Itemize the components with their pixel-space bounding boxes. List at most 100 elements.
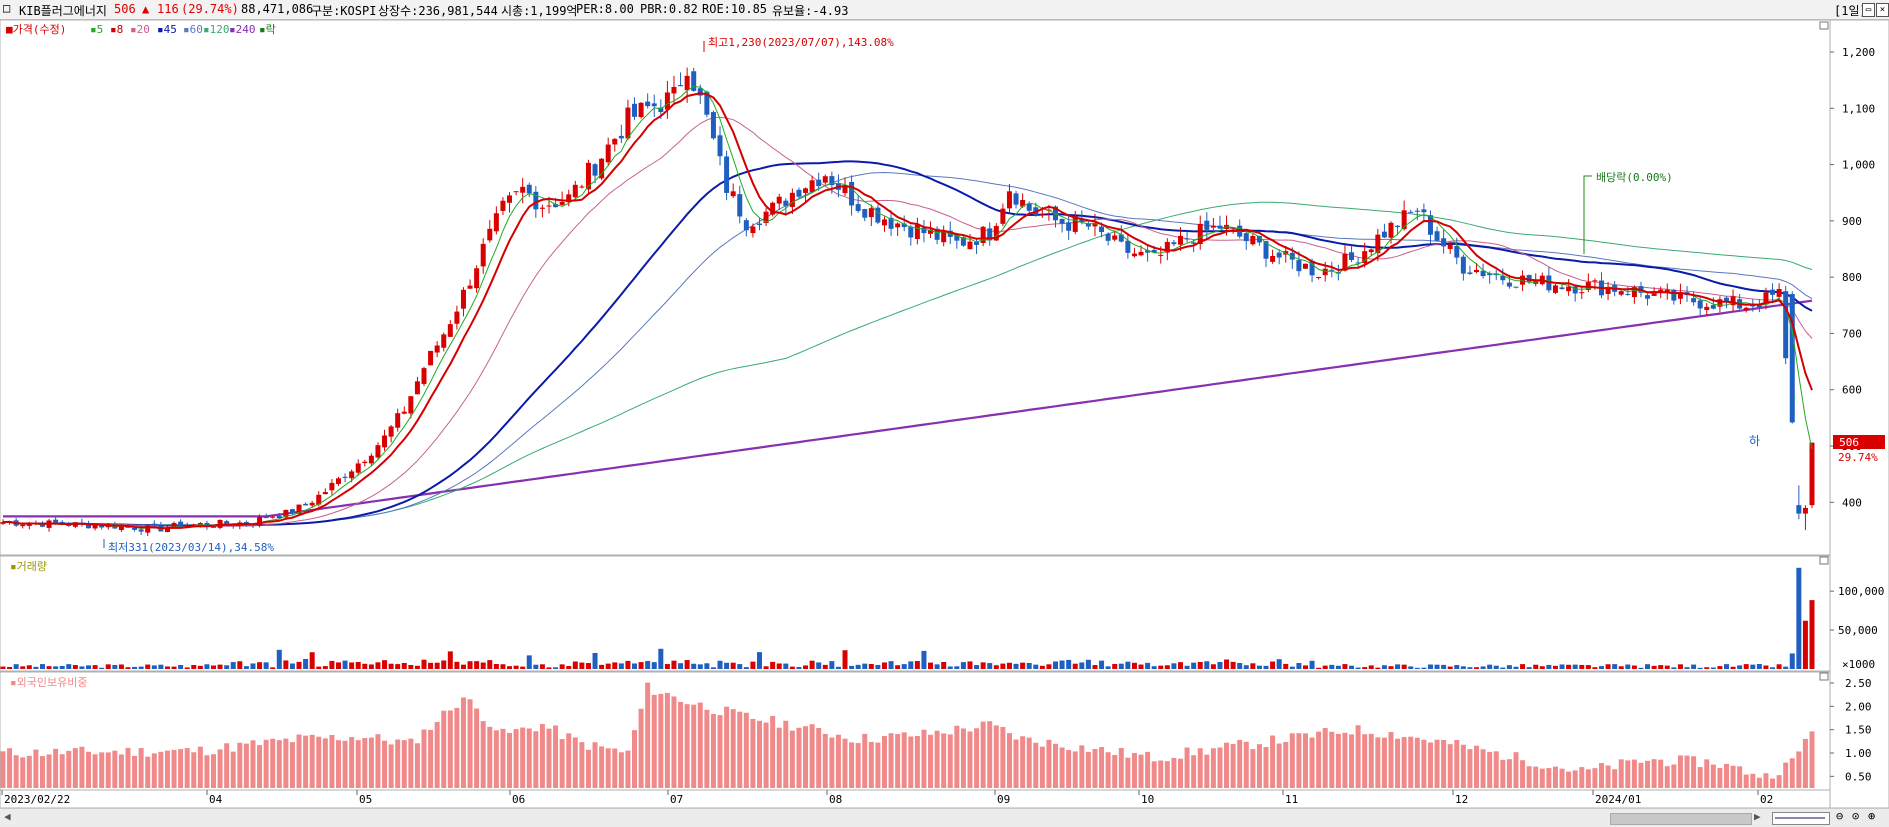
- foreign-ratio-bar: [1033, 742, 1039, 788]
- scroll-left-icon[interactable]: ◀: [4, 810, 11, 823]
- candle-body: [1276, 252, 1282, 258]
- volume-bar: [928, 662, 934, 669]
- foreign-ratio-bar: [1612, 769, 1618, 788]
- volume-bar: [1467, 667, 1473, 669]
- scroll-right-icon[interactable]: ▶: [1754, 810, 1761, 823]
- candle-body: [585, 162, 591, 190]
- foreign-ratio-bar: [803, 726, 809, 788]
- candle-body: [1112, 235, 1118, 240]
- foreign-ratio-bar: [1079, 745, 1085, 788]
- volume-bar: [1763, 665, 1769, 669]
- candle-body: [1677, 292, 1683, 299]
- candle-body: [1395, 225, 1401, 228]
- foreign-ratio-bar: [39, 756, 45, 788]
- candle-body: [309, 502, 315, 506]
- foreign-ratio-bar: [1723, 763, 1729, 788]
- candle-body: [1421, 209, 1427, 213]
- price-tick-label: 1,200: [1842, 46, 1875, 59]
- horizontal-scrollbar[interactable]: ◀ ▶ ⊖ ⊙ ⊕: [0, 808, 1889, 827]
- zoom-in-icon[interactable]: ⊕: [1868, 809, 1876, 823]
- legend-item: ▪60: [183, 23, 203, 36]
- candle-body: [1579, 292, 1585, 294]
- zoom-out-icon[interactable]: ⊖: [1836, 809, 1844, 823]
- volume-bar: [1460, 666, 1466, 669]
- candle-body: [276, 515, 282, 519]
- foreign-ratio-bar: [1796, 751, 1802, 788]
- foreign-ratio-bar: [921, 729, 927, 788]
- foreign-ratio-bar: [434, 722, 440, 788]
- volume-bar: [1710, 667, 1716, 669]
- volume-bar: [1487, 664, 1493, 669]
- volume-bar: [125, 667, 131, 669]
- volume-bar: [474, 661, 480, 669]
- foreign-ratio-bar: [1460, 744, 1466, 788]
- foreign-ratio-bar: [1270, 735, 1276, 788]
- candle-body: [881, 219, 887, 226]
- volume-bar: [1329, 664, 1335, 669]
- foreign-ratio-bar: [895, 734, 901, 788]
- date-tick-label: 05: [359, 793, 372, 806]
- volume-bar: [1092, 665, 1098, 669]
- candle-body: [296, 504, 302, 514]
- volume-bar: [658, 648, 664, 669]
- candle-body: [1316, 276, 1322, 279]
- foreign-ratio-bar: [230, 751, 236, 788]
- scrollbar-thumb[interactable]: [1610, 813, 1752, 825]
- candle-body: [467, 285, 473, 289]
- restore-icon[interactable]: ▭: [1862, 3, 1875, 17]
- reserve-ratio: 유보율:-4.93: [772, 4, 849, 18]
- volume-bar: [296, 661, 302, 669]
- volume-bar: [408, 665, 414, 669]
- volume-bar: [1237, 662, 1243, 669]
- candle-body: [1796, 505, 1802, 514]
- foreign-ratio-bar: [1645, 760, 1651, 788]
- foreign-ratio-bar: [72, 748, 78, 788]
- candle-body: [1151, 249, 1157, 253]
- foreign-ratio-bar: [881, 735, 887, 788]
- candle-body: [1513, 286, 1519, 288]
- foreign-ratio-bar: [1210, 748, 1216, 788]
- volume-bar: [1625, 664, 1631, 669]
- volume-bar: [138, 666, 144, 669]
- candle-body: [756, 223, 762, 226]
- candle-body: [1552, 285, 1558, 293]
- volume-bar: [1750, 664, 1756, 669]
- ma5-line: [2, 85, 1813, 530]
- foreign-ratio-bar: [1381, 737, 1387, 788]
- volume-bar: [1026, 662, 1032, 669]
- market-type: 구분:KOSPI: [311, 4, 377, 18]
- volume-bar: [1559, 664, 1565, 669]
- stock-name[interactable]: KIB플러그에너지: [19, 4, 107, 18]
- zoom-slider[interactable]: [1772, 812, 1830, 825]
- foreign-ratio-bar: [1750, 773, 1756, 788]
- foreign-ratio-bar: [395, 739, 401, 788]
- period-button[interactable]: [1일]: [1834, 4, 1867, 18]
- volume-value: 88,471,086: [241, 2, 314, 16]
- candle-body: [1177, 235, 1183, 245]
- candle-body: [803, 188, 809, 193]
- foreign-ratio-bar: [941, 733, 947, 788]
- volume-bar: [1020, 662, 1026, 669]
- candle-body: [1526, 275, 1532, 282]
- legend-item: ▪240: [229, 23, 256, 36]
- candle-body: [263, 517, 269, 519]
- foreign-ratio-bar: [1401, 737, 1407, 788]
- foreign-ratio-bar: [862, 733, 868, 788]
- candle-body: [1092, 222, 1098, 227]
- candle-body: [638, 102, 644, 117]
- close-icon[interactable]: ×: [1876, 3, 1889, 17]
- stock-chart[interactable]: 4005006007008009001,0001,1001,200최고1,230…: [0, 0, 1889, 808]
- candle-body: [566, 194, 572, 203]
- foreign-ratio-bar: [224, 743, 230, 788]
- foreign-ratio-bar: [1704, 759, 1710, 788]
- foreign-ratio-bar: [1177, 758, 1183, 788]
- zoom-reset-icon[interactable]: ⊙: [1852, 809, 1860, 823]
- volume-bar: [829, 661, 835, 669]
- foreign-ratio-bar: [13, 755, 19, 788]
- volume-bar: [303, 658, 309, 669]
- volume-bar: [1177, 662, 1183, 669]
- volume-bar: [842, 650, 848, 669]
- candle-body: [125, 526, 131, 528]
- window-checkbox-icon[interactable]: □: [3, 1, 11, 15]
- candle-body: [53, 519, 59, 524]
